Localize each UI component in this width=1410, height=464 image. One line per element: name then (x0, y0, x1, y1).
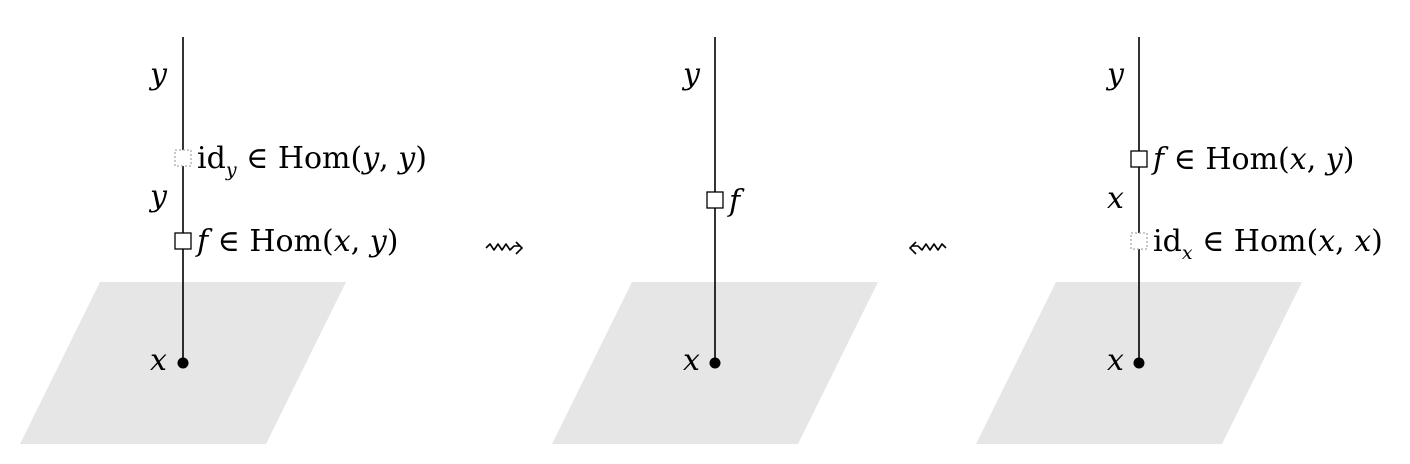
identity-box-dotted (174, 149, 192, 167)
morphism-label: f (727, 184, 745, 219)
bottom-object-label: x (1107, 343, 1124, 378)
morphism-box (174, 232, 192, 250)
middle-object-label: y (148, 179, 168, 214)
panel-middle: y x f (552, 37, 878, 444)
squiggle-right-icon (485, 243, 520, 251)
morphism-box (1130, 150, 1148, 168)
middle-object-label: x (1107, 181, 1124, 216)
base-point (177, 357, 189, 369)
identity-morphism-label: idx ∈ Hom(x, x) (1153, 224, 1383, 264)
identity-box-dotted (1130, 232, 1148, 250)
squiggle-left-icon (912, 243, 947, 251)
morphism-label: f ∈ Hom(x, y) (1151, 142, 1354, 177)
panel-left: y y x idy ∈ Hom(y, y) f ∈ Hom(x, y) (20, 37, 427, 444)
squiggle-arrow-right (485, 241, 524, 255)
morphism-label: f ∈ Hom(x, y) (195, 224, 398, 259)
bottom-object-label: x (150, 343, 167, 378)
squiggle-arrow-left (908, 241, 947, 255)
base-point (1133, 357, 1145, 369)
identity-morphism-label: idy ∈ Hom(y, y) (197, 141, 427, 181)
base-point (709, 357, 721, 369)
top-object-label: y (148, 57, 168, 92)
morphism-box (706, 191, 724, 209)
top-object-label: y (681, 57, 701, 92)
panel-right: y x x f ∈ Hom(x, y) idx ∈ Hom(x, x) (976, 37, 1383, 444)
top-object-label: y (1105, 57, 1125, 92)
bottom-object-label: x (683, 343, 700, 378)
